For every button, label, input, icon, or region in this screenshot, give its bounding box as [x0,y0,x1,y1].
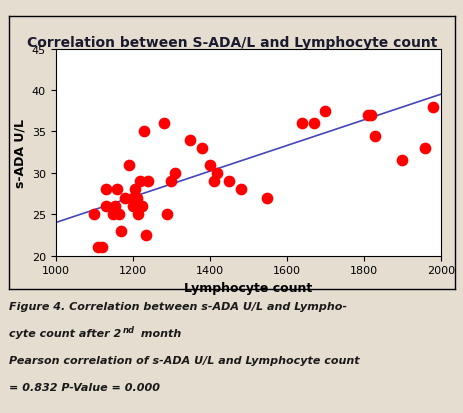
Point [140,129,148,135]
Point [110,211,117,218]
Point [117,228,125,235]
Text: month: month [137,328,181,338]
Y-axis label: s-ADA U/L: s-ADA U/L [13,119,26,187]
Point [263,195,270,202]
Point [371,133,378,140]
Point [112,203,119,210]
Point [113,187,121,193]
Point [363,112,370,119]
Point [138,203,146,210]
X-axis label: Lymphocyte count: Lymphocyte count [184,281,312,294]
Text: = 0.832 P-Value = 0.000: = 0.832 P-Value = 0.000 [9,382,160,392]
Point [206,162,213,169]
Point [115,211,123,218]
Point [134,211,142,218]
Text: at 2 month of treatment: at 2 month of treatment [164,71,299,81]
Point [213,170,221,177]
Point [198,145,205,152]
Text: Correlation between S-ADA/L and Lymphocyte count: Correlation between S-ADA/L and Lymphocy… [27,36,436,50]
Point [298,121,305,127]
Point [421,145,428,152]
Point [102,203,109,210]
Point [94,244,101,251]
Point [159,121,167,127]
Point [209,178,217,185]
Text: Pearson correlation of s-ADA U/L and Lymphocyte count: Pearson correlation of s-ADA U/L and Lym… [9,355,359,365]
Point [428,104,436,111]
Point [367,112,375,119]
Point [125,162,132,169]
Point [163,211,171,218]
Point [132,195,140,202]
Point [131,187,138,193]
Point [321,108,328,115]
Point [398,158,405,164]
Point [236,187,244,193]
Point [129,203,136,210]
Text: Figure 4. Correlation between s-ADA U/L and Lympho-: Figure 4. Correlation between s-ADA U/L … [9,301,346,311]
Point [129,195,136,202]
Point [102,187,109,193]
Point [98,244,106,251]
Text: nd: nd [123,325,135,334]
Point [142,232,150,239]
Point [90,211,98,218]
Point [121,195,128,202]
Point [309,121,317,127]
Text: cyte count after 2: cyte count after 2 [9,328,121,338]
Point [171,170,178,177]
Point [167,178,175,185]
Point [225,178,232,185]
Point [137,178,144,185]
Point [144,178,151,185]
Point [187,137,194,144]
